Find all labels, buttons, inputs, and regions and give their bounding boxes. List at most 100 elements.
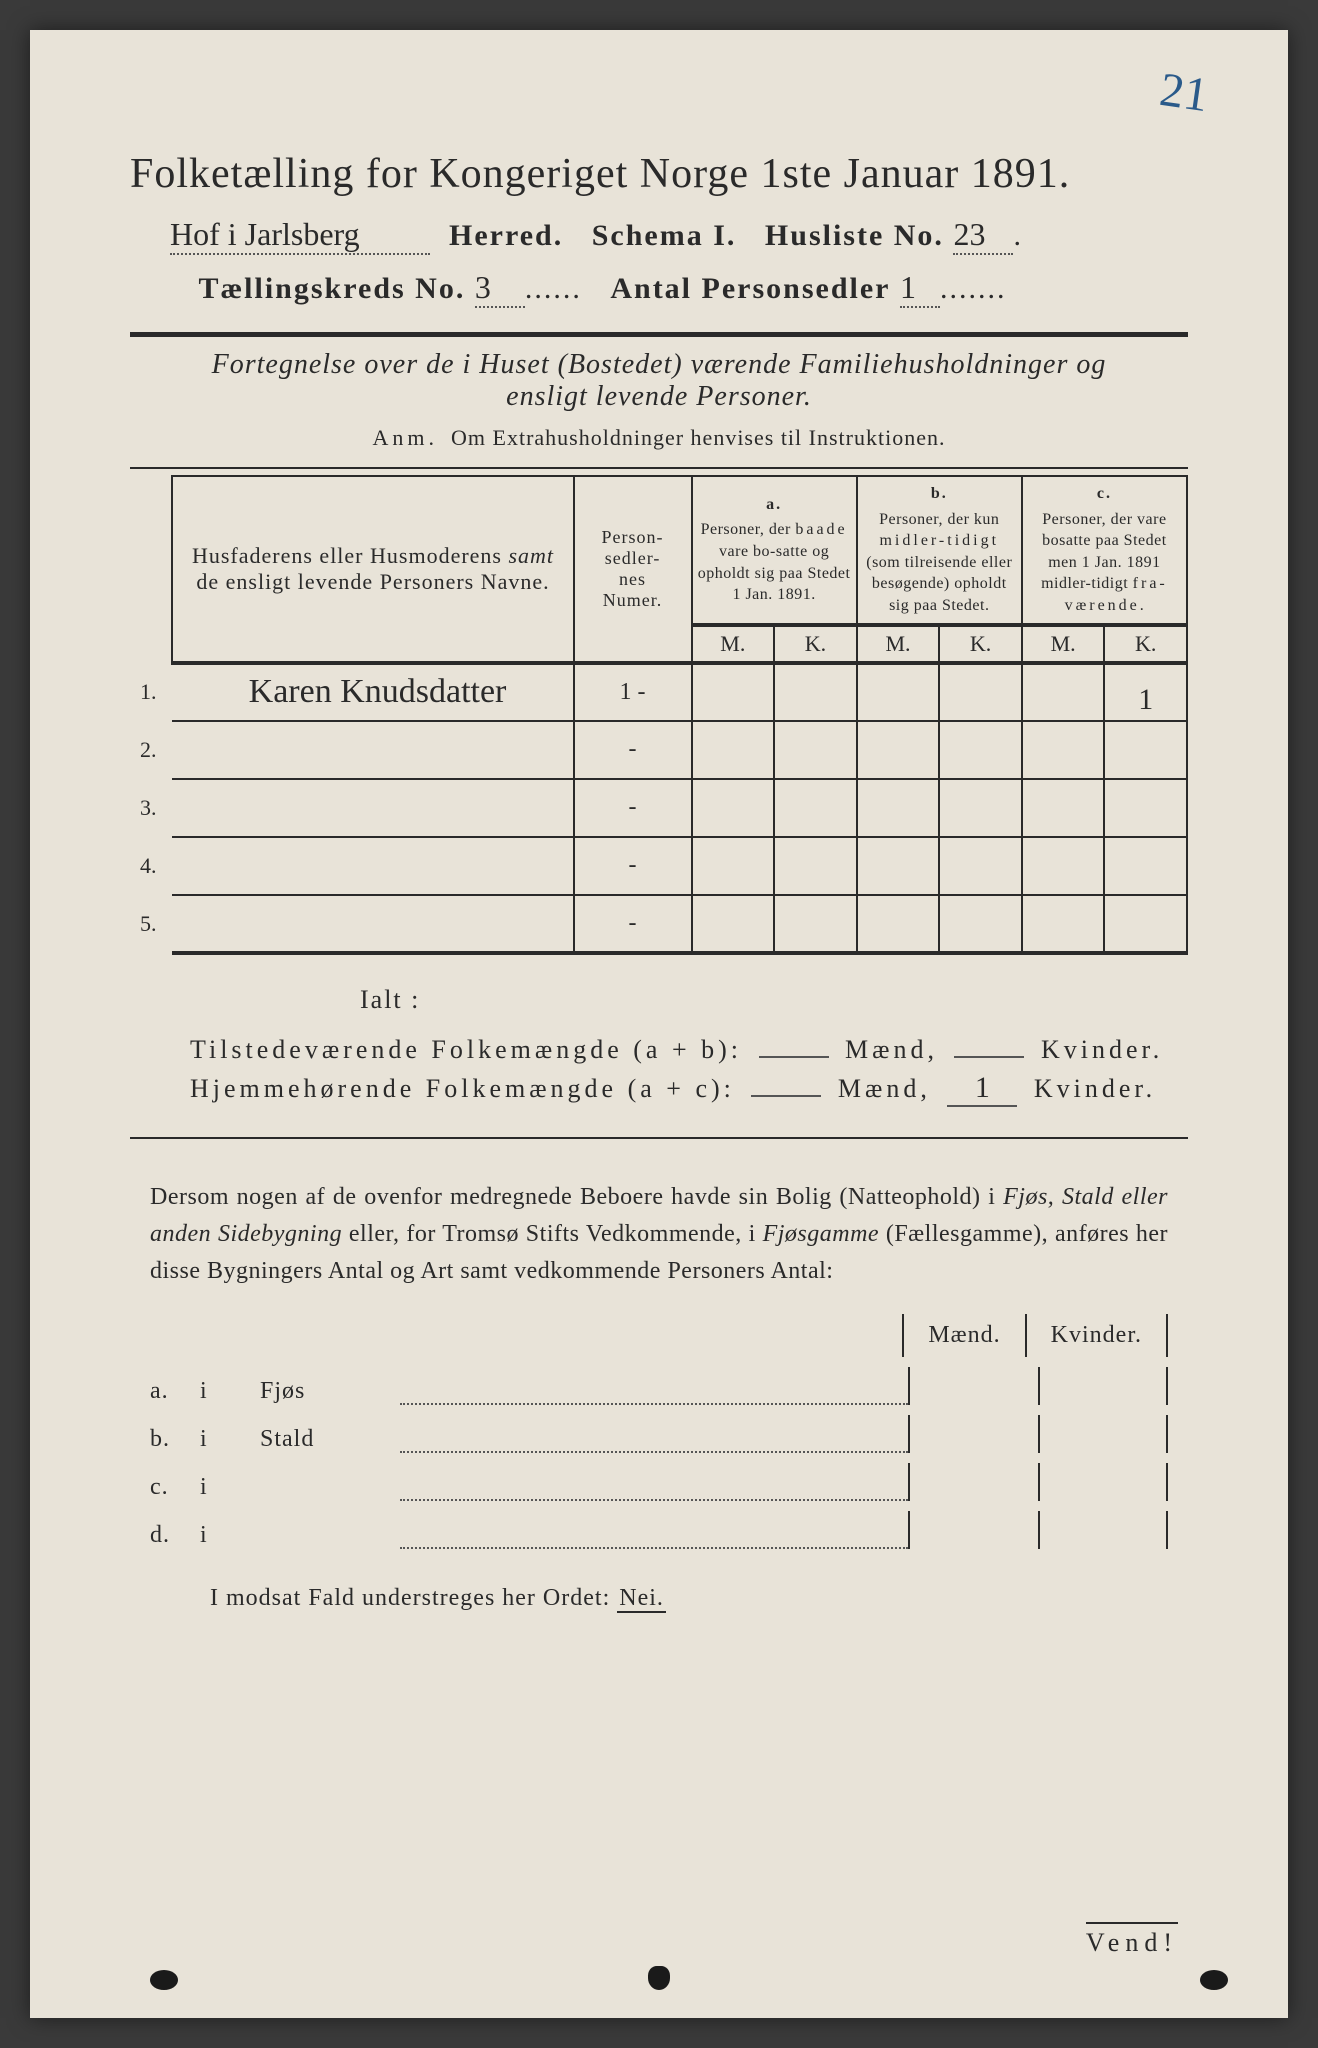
cell-bk	[939, 779, 1022, 837]
outb-i: i	[200, 1426, 260, 1453]
row-number: 5.	[130, 895, 172, 953]
kreds-value: 3	[475, 269, 525, 308]
outb-maend: Mænd.	[902, 1314, 1024, 1357]
outb-dots	[400, 1387, 908, 1405]
person-name	[172, 837, 573, 895]
outb-i: i	[200, 1474, 260, 1501]
cell-ck	[1104, 779, 1187, 837]
person-name	[172, 779, 573, 837]
cell-bm	[857, 895, 940, 953]
outb-k	[1038, 1463, 1168, 1501]
anm-text: Om Extrahusholdninger henvises til Instr…	[451, 425, 945, 450]
col-b-k: K.	[939, 626, 1022, 663]
cell-bm	[857, 779, 940, 837]
cell-bm	[857, 721, 940, 779]
person-num: -	[574, 721, 692, 779]
cell-bk	[939, 895, 1022, 953]
table-row: 2. -	[130, 721, 1187, 779]
outb-dots	[400, 1483, 908, 1501]
row-number: 3.	[130, 779, 172, 837]
outb-m	[908, 1367, 1038, 1405]
person-num: 1 -	[574, 663, 692, 721]
census-table: Husfaderens eller Husmoderens samt de en…	[130, 475, 1188, 955]
outb-k	[1038, 1367, 1168, 1405]
anm-prefix: Anm.	[373, 425, 439, 450]
row-number: 2.	[130, 721, 172, 779]
cell-ck	[1104, 895, 1187, 953]
outb-m	[908, 1415, 1038, 1453]
cell-ck	[1104, 721, 1187, 779]
person-num: -	[574, 895, 692, 953]
row-number: 1.	[130, 663, 172, 721]
cell-cm	[1022, 721, 1105, 779]
schema-label: Schema I.	[592, 219, 737, 252]
outb-kvinder: Kvinder.	[1025, 1314, 1168, 1357]
nei-line: I modsat Fald understreges her Ordet: Ne…	[210, 1585, 1188, 1612]
table-row: 5. -	[130, 895, 1187, 953]
outb-row: d.i	[150, 1511, 1168, 1549]
kreds-label: Tællingskreds No.	[199, 272, 466, 305]
table-row: 3.-	[130, 779, 1187, 837]
antal-label: Antal Personsedler	[610, 272, 890, 305]
outb-kind: Fjøs	[260, 1378, 400, 1405]
form-title: Folketælling for Kongeriget Norge 1ste J…	[130, 150, 1188, 198]
cell-ak	[774, 721, 857, 779]
outb-head: Mænd. Kvinder.	[150, 1314, 1168, 1357]
herred-value: Hof i Jarlsberg	[170, 216, 430, 255]
nei-word: Nei.	[617, 1585, 666, 1613]
cell-cm	[1022, 779, 1105, 837]
outb-lbl: b.	[150, 1426, 200, 1453]
sum-line-2: Hjemmehørende Folkemængde (a + c): Mænd,…	[190, 1071, 1188, 1107]
outb-lbl: c.	[150, 1474, 200, 1501]
outb-dots	[400, 1531, 908, 1549]
punch-hole	[150, 1970, 178, 1990]
outb-row: a.iFjøs	[150, 1367, 1168, 1405]
outbuilding-table: Mænd. Kvinder. a.iFjøsb.iStaldc.id.i	[150, 1314, 1168, 1549]
cell-bk	[939, 837, 1022, 895]
cell-ak	[774, 837, 857, 895]
outb-i: i	[200, 1522, 260, 1549]
cell-bk	[939, 721, 1022, 779]
cell-ak	[774, 779, 857, 837]
cell-am	[692, 895, 775, 953]
person-name	[172, 895, 573, 953]
col-a-k: K.	[774, 626, 857, 663]
outb-row: c.i	[150, 1463, 1168, 1501]
outb-k	[1038, 1415, 1168, 1453]
col-b-m: M.	[857, 626, 940, 663]
outb-i: i	[200, 1378, 260, 1405]
cell-ak	[774, 663, 857, 721]
cell-am	[692, 837, 775, 895]
table-row: 1.Karen Knudsdatter1 -1	[130, 663, 1187, 721]
divider	[130, 1137, 1188, 1139]
table-head: Husfaderens eller Husmoderens samt de en…	[130, 476, 1187, 663]
divider	[130, 467, 1188, 469]
col-c-m: M.	[1022, 626, 1105, 663]
punch-hole	[1200, 1970, 1228, 1990]
cell-ck	[1104, 837, 1187, 895]
cell-am	[692, 779, 775, 837]
outb-row: b.iStald	[150, 1415, 1168, 1453]
herred-label: Herred.	[449, 219, 563, 252]
cell-bk	[939, 663, 1022, 721]
col-a-m: M.	[692, 626, 775, 663]
outbuilding-paragraph: Dersom nogen af de ovenfor medregnede Be…	[150, 1179, 1168, 1291]
outb-dots	[400, 1435, 908, 1453]
cell-bm	[857, 663, 940, 721]
table-row: 4.-	[130, 837, 1187, 895]
sum1-m	[759, 1056, 829, 1058]
outb-kind: Stald	[260, 1426, 400, 1453]
cell-am	[692, 721, 775, 779]
corner-page-number: 21	[1156, 62, 1211, 123]
col-a-header: a. Personer, der baade vare bo-satte og …	[692, 476, 857, 624]
sum2-k: 1	[947, 1071, 1017, 1107]
sum-line-1: Tilstedeværende Folkemængde (a + b): Mæn…	[190, 1035, 1188, 1065]
vend-label: Vend!	[1086, 1922, 1178, 1958]
cell-cm	[1022, 663, 1105, 721]
person-name	[172, 721, 573, 779]
cell-cm	[1022, 837, 1105, 895]
census-form-page: 21 Folketælling for Kongeriget Norge 1st…	[30, 30, 1288, 2018]
form-subtitle: Fortegnelse over de i Huset (Bostedet) v…	[170, 349, 1148, 413]
sum1-k	[954, 1056, 1024, 1058]
outb-m	[908, 1463, 1038, 1501]
